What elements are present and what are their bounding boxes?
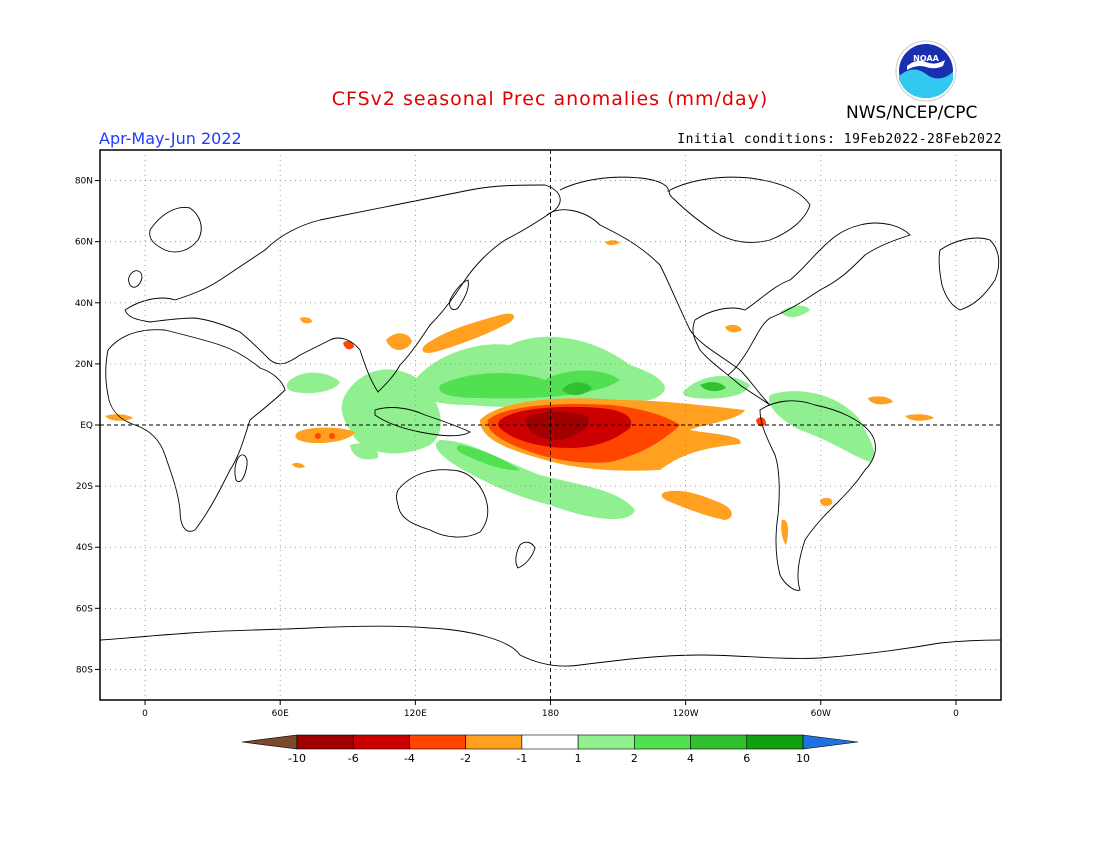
coastline-new-zealand (515, 541, 536, 569)
dry-anomaly-tibet (343, 340, 354, 350)
lat-tick-label: 20S (76, 482, 93, 492)
colorbar-label: 6 (743, 752, 750, 765)
dry-anomaly-indian-ocean (295, 427, 355, 444)
dry-anomaly-colombia (756, 417, 766, 427)
lat-tick-label: 80N (75, 177, 93, 187)
colorbar-label: -10 (288, 752, 306, 765)
dry-anomaly-west-africa (105, 414, 133, 421)
dry-anomaly-india-west (300, 317, 312, 324)
lat-tick-label: 40S (76, 543, 93, 553)
dry-anomaly-south-atlantic (868, 396, 893, 405)
season-label: Apr-May-Jun 2022 (99, 129, 242, 148)
wet-anomaly-indian-ocean (286, 372, 340, 394)
wet-anomaly-south-america-north (769, 391, 875, 462)
coastline-europe-west (938, 237, 1000, 311)
coastline-arctic-north-america (559, 176, 669, 193)
lon-tick-label: 0 (953, 709, 959, 719)
coastline-europe-asia (124, 184, 561, 393)
dry-anomaly-south-america-east (820, 497, 833, 507)
initial-conditions-label: Initial conditions: 19Feb2022-28Feb2022 (677, 132, 1002, 147)
dry-anomaly-southeast-pacific (661, 490, 732, 520)
dry-spot-indian-1 (315, 433, 321, 439)
colorbar-label: -1 (516, 752, 527, 765)
coastline-antarctica (100, 625, 1001, 667)
coastline-japan (449, 279, 469, 311)
anomaly-fields (105, 240, 934, 545)
wet-anomaly-south-pacific-core (456, 445, 520, 471)
lat-tick-label: 20N (75, 360, 93, 370)
lon-tick-label: 60W (811, 709, 831, 719)
wet-core-central-pacific (562, 382, 592, 396)
colorbar-label: -6 (348, 752, 359, 765)
colorbar-label: 4 (687, 752, 694, 765)
lon-tick-label: 60E (272, 709, 289, 719)
colorbar-segment-1 (352, 734, 410, 750)
dry-anomaly-east-atlantic (905, 414, 934, 421)
map-grid (100, 150, 1001, 700)
colorbar-label: 1 (575, 752, 582, 765)
lat-tick-label: 40N (75, 299, 93, 309)
coastline-greenland (668, 176, 811, 243)
lon-tick-label: 180 (542, 709, 559, 719)
dry-anomaly-south-indian-small (292, 463, 305, 468)
colorbar-segment-4 (521, 734, 579, 750)
wet-core-central-america (700, 382, 726, 392)
dry-spot-indian-2 (329, 433, 335, 439)
colorbar-segment-2 (409, 734, 466, 750)
lon-tick-label: 0 (142, 709, 148, 719)
dry-anomaly-mexico (725, 324, 742, 333)
dry-anomaly-gulf-of-alaska (605, 240, 620, 246)
dry-anomaly-central-pacific-peak (525, 411, 589, 440)
colorbar-label: 10 (796, 752, 810, 765)
coastline-uk (128, 270, 143, 288)
lat-tick-label: EQ (80, 421, 93, 431)
colorbar-segment-5 (577, 734, 635, 750)
colorbar-segment-6 (634, 734, 691, 750)
coastline-africa (105, 329, 286, 532)
wet-anomaly-north-atlantic (780, 305, 810, 318)
coastline-indonesia (374, 407, 471, 437)
colorbar-label: -4 (404, 752, 415, 765)
coastline-australia (396, 469, 489, 538)
dry-anomaly-northwest-pacific (422, 313, 515, 353)
lon-tick-label: 120E (404, 709, 427, 719)
noaa-logo-text: NOAA (913, 54, 939, 63)
colorbar-segment-0 (296, 734, 354, 750)
colorbar-arrow-high (802, 734, 859, 750)
wet-anomaly-maritime-continent (341, 369, 441, 454)
lat-tick-label: 80S (76, 665, 93, 675)
colorbar-segment-3 (465, 734, 523, 750)
colorbar: -10 -6 -4 -2 -1 1 2 4 6 10 (241, 734, 859, 765)
colorbar-segment-8 (746, 734, 804, 750)
dry-anomaly-chile (781, 519, 789, 545)
colorbar-arrow-low (241, 734, 298, 750)
lat-tick-label: 60S (76, 604, 93, 614)
coastlines (100, 176, 1001, 667)
coastline-scandinavia (149, 207, 202, 253)
lon-tick-label: 120W (673, 709, 699, 719)
map-ticks: 80N 60N 40N 20N EQ 20S 40S 60S 80S 0 60E 120E 180 120… (75, 177, 959, 719)
map-plot-area (100, 150, 1001, 700)
colorbar-label: 2 (631, 752, 638, 765)
coastline-madagascar (234, 454, 248, 483)
agency-label: NWS/NCEP/CPC (846, 103, 978, 123)
colorbar-segment-7 (690, 734, 748, 750)
coastline-south-america (759, 400, 876, 591)
coastline-north-america (546, 209, 911, 406)
wet-anomaly-south-indian (350, 443, 379, 460)
dry-anomaly-south-china (386, 333, 412, 350)
noaa-logo-icon: NOAA (895, 40, 957, 102)
chart-title: CFSv2 seasonal Prec anomalies (mm/day) (331, 88, 769, 110)
lat-tick-label: 60N (75, 238, 93, 248)
colorbar-label: -2 (460, 752, 471, 765)
